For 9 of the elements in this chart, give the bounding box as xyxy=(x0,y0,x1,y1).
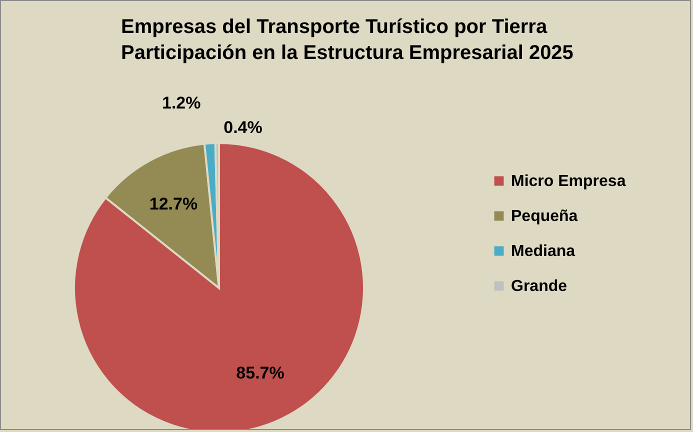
legend-label: Pequeña xyxy=(511,208,578,225)
legend-label: Micro Empresa xyxy=(511,173,626,190)
data-label: 85.7% xyxy=(236,364,284,383)
legend-label: Mediana xyxy=(511,243,576,260)
data-label: 12.7% xyxy=(149,194,198,214)
data-label: 0.4% xyxy=(224,118,262,138)
chart-title: Empresas del Transporte Turístico por Tierra Participación en la Estructura Empresarial 2025 xyxy=(121,16,574,64)
legend-label: Grande xyxy=(511,278,568,295)
data-label: 1.2% xyxy=(162,93,201,112)
